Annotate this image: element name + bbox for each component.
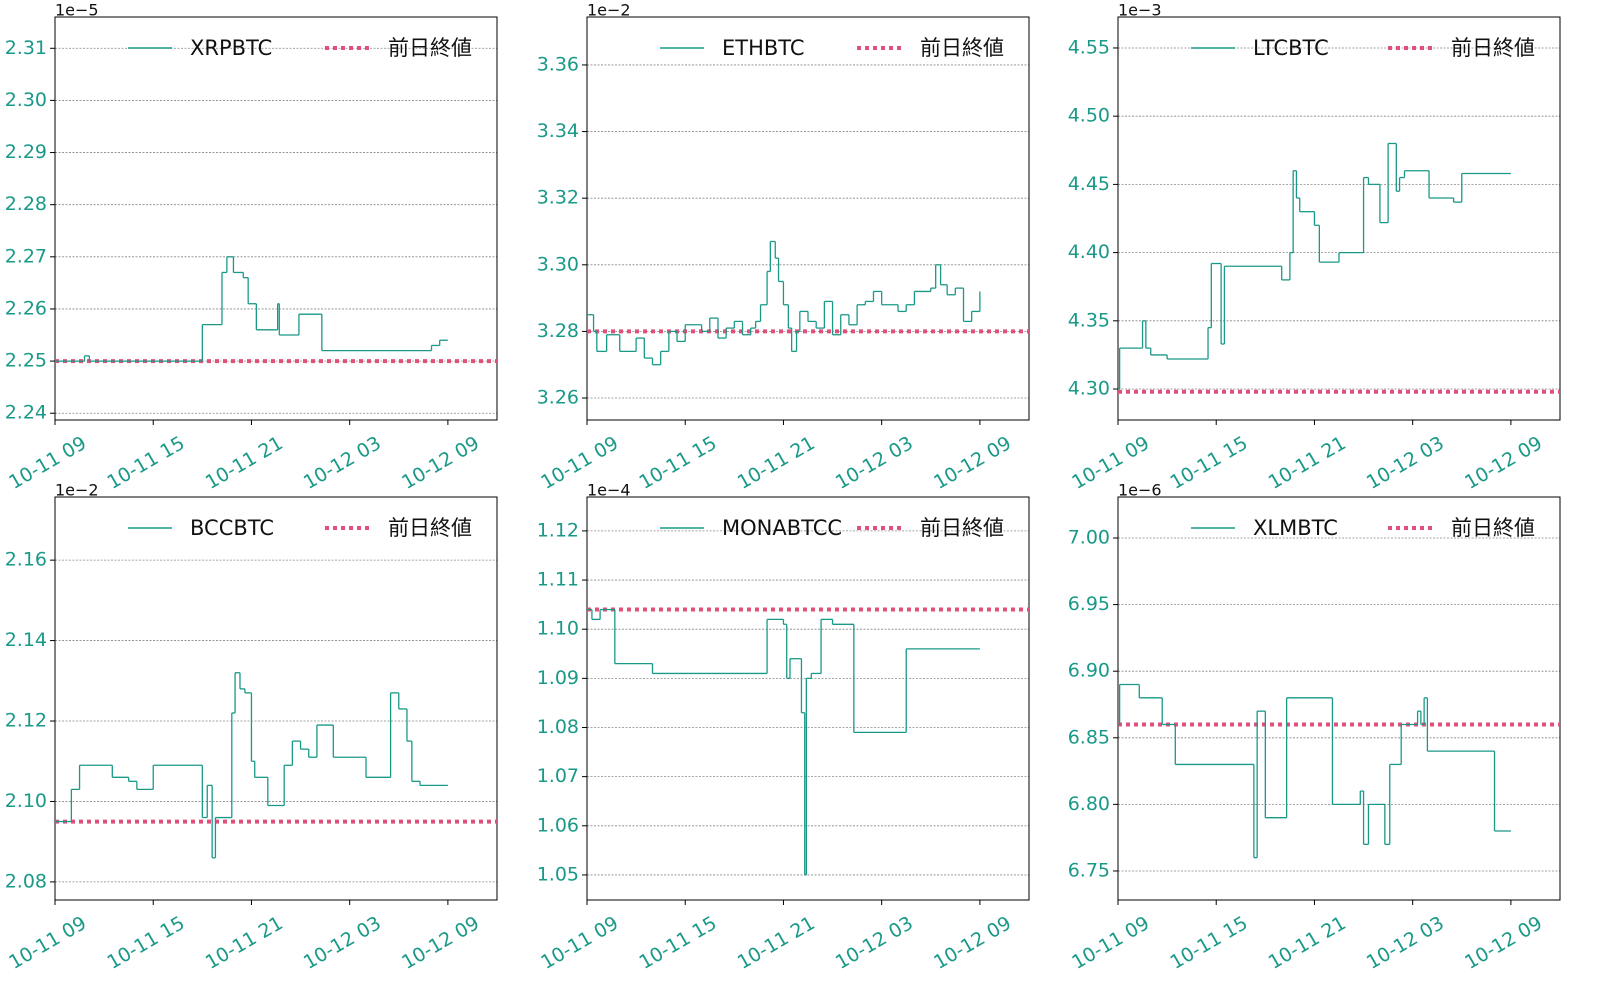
x-tick-label: 10-11 21 xyxy=(202,912,287,974)
x-tick-label: 10-12 03 xyxy=(832,912,917,974)
y-tick-label: 2.29 xyxy=(5,141,47,163)
x-tick-label: 10-12 09 xyxy=(930,432,1015,494)
y-tick-label: 3.26 xyxy=(537,387,579,409)
legend-label: XRPBTC xyxy=(190,36,272,60)
y-tick-label: 2.27 xyxy=(5,245,47,267)
x-tick-label: 10-12 03 xyxy=(1363,432,1448,494)
y-tick-label: 2.31 xyxy=(5,37,47,59)
x-tick-label: 10-11 21 xyxy=(202,432,287,494)
y-tick-label: 4.50 xyxy=(1068,105,1110,127)
y-tick-label: 6.80 xyxy=(1068,793,1110,815)
y-tick-label: 6.95 xyxy=(1068,593,1110,615)
y-tick-label: 2.16 xyxy=(5,549,47,571)
x-tick-label: 10-11 15 xyxy=(635,432,720,494)
offset-label: 1e−2 xyxy=(55,481,99,500)
y-tick-label: 2.30 xyxy=(5,89,47,111)
y-tick-label: 6.90 xyxy=(1068,660,1110,682)
y-tick-label: 6.85 xyxy=(1068,726,1110,748)
plot-frame xyxy=(1117,16,1561,421)
y-tick-label: 6.75 xyxy=(1068,859,1110,881)
plot-frame xyxy=(586,16,1030,421)
x-tick-label: 10-12 03 xyxy=(300,912,385,974)
x-tick-label: 10-12 03 xyxy=(300,432,385,494)
y-tick-label: 3.34 xyxy=(537,120,579,142)
y-tick-label: 2.24 xyxy=(5,402,47,424)
legend-label: BCCBTC xyxy=(190,516,274,540)
offset-label: 1e−3 xyxy=(1118,1,1162,20)
legend-label: MONABTCC xyxy=(722,516,842,540)
y-tick-label: 2.28 xyxy=(5,193,47,215)
legend-label: XLMBTC xyxy=(1253,516,1338,540)
plot-frame xyxy=(54,16,498,421)
x-tick-label: 10-11 09 xyxy=(1068,912,1153,974)
x-tick-label: 10-12 09 xyxy=(398,912,483,974)
y-tick-label: 2.26 xyxy=(5,297,47,319)
x-tick-label: 10-12 09 xyxy=(398,432,483,494)
y-tick-label: 3.30 xyxy=(537,253,579,275)
y-tick-label: 1.07 xyxy=(537,765,579,787)
y-tick-label: 3.36 xyxy=(537,53,579,75)
y-tick-label: 4.45 xyxy=(1068,173,1110,195)
y-tick-label: 4.30 xyxy=(1068,378,1110,400)
x-tick-label: 10-11 15 xyxy=(103,912,188,974)
plot-frame xyxy=(54,496,498,901)
y-tick-label: 4.35 xyxy=(1068,309,1110,331)
legend-label: 前日終値 xyxy=(1451,516,1535,540)
y-tick-label: 1.08 xyxy=(537,716,579,738)
legend-label: ETHBTC xyxy=(722,36,805,60)
legend-label: 前日終値 xyxy=(388,36,472,60)
offset-label: 1e−5 xyxy=(55,1,99,20)
x-tick-label: 10-11 15 xyxy=(103,432,188,494)
offset-label: 1e−4 xyxy=(587,481,631,500)
legend-label: 前日終値 xyxy=(920,516,1004,540)
x-tick-label: 10-11 21 xyxy=(1265,912,1350,974)
x-tick-label: 10-12 09 xyxy=(1461,432,1546,494)
legend-label: 前日終値 xyxy=(388,516,472,540)
y-tick-label: 4.55 xyxy=(1068,36,1110,58)
y-tick-label: 2.08 xyxy=(5,870,47,892)
y-tick-label: 3.32 xyxy=(537,187,579,209)
x-tick-label: 10-11 15 xyxy=(1166,912,1251,974)
x-tick-label: 10-11 15 xyxy=(635,912,720,974)
x-tick-label: 10-11 09 xyxy=(537,912,622,974)
y-tick-label: 1.10 xyxy=(537,618,579,640)
x-tick-label: 10-11 21 xyxy=(734,912,819,974)
x-tick-label: 10-12 03 xyxy=(832,432,917,494)
x-tick-label: 10-11 15 xyxy=(1166,432,1251,494)
y-tick-label: 1.06 xyxy=(537,814,579,836)
x-tick-label: 10-11 21 xyxy=(1265,432,1350,494)
x-tick-label: 10-12 03 xyxy=(1363,912,1448,974)
plot-frame xyxy=(1117,496,1561,901)
y-tick-label: 1.12 xyxy=(537,519,579,541)
offset-label: 1e−2 xyxy=(587,1,631,20)
y-tick-label: 7.00 xyxy=(1068,527,1110,549)
y-tick-label: 1.05 xyxy=(537,863,579,885)
offset-label: 1e−6 xyxy=(1118,481,1162,500)
x-tick-label: 10-12 09 xyxy=(1461,912,1546,974)
x-tick-label: 10-12 09 xyxy=(930,912,1015,974)
legend-label: 前日終値 xyxy=(1451,36,1535,60)
y-tick-label: 2.14 xyxy=(5,629,47,651)
legend-label: LTCBTC xyxy=(1253,36,1329,60)
x-tick-label: 10-11 09 xyxy=(5,912,90,974)
x-tick-label: 10-11 21 xyxy=(734,432,819,494)
y-tick-label: 3.28 xyxy=(537,320,579,342)
y-tick-label: 4.40 xyxy=(1068,241,1110,263)
y-tick-label: 1.11 xyxy=(537,569,579,591)
legend-label: 前日終値 xyxy=(920,36,1004,60)
y-tick-label: 2.25 xyxy=(5,350,47,372)
y-tick-label: 2.10 xyxy=(5,790,47,812)
y-tick-label: 2.12 xyxy=(5,710,47,732)
plot-frame xyxy=(586,496,1030,901)
y-tick-label: 1.09 xyxy=(537,667,579,689)
